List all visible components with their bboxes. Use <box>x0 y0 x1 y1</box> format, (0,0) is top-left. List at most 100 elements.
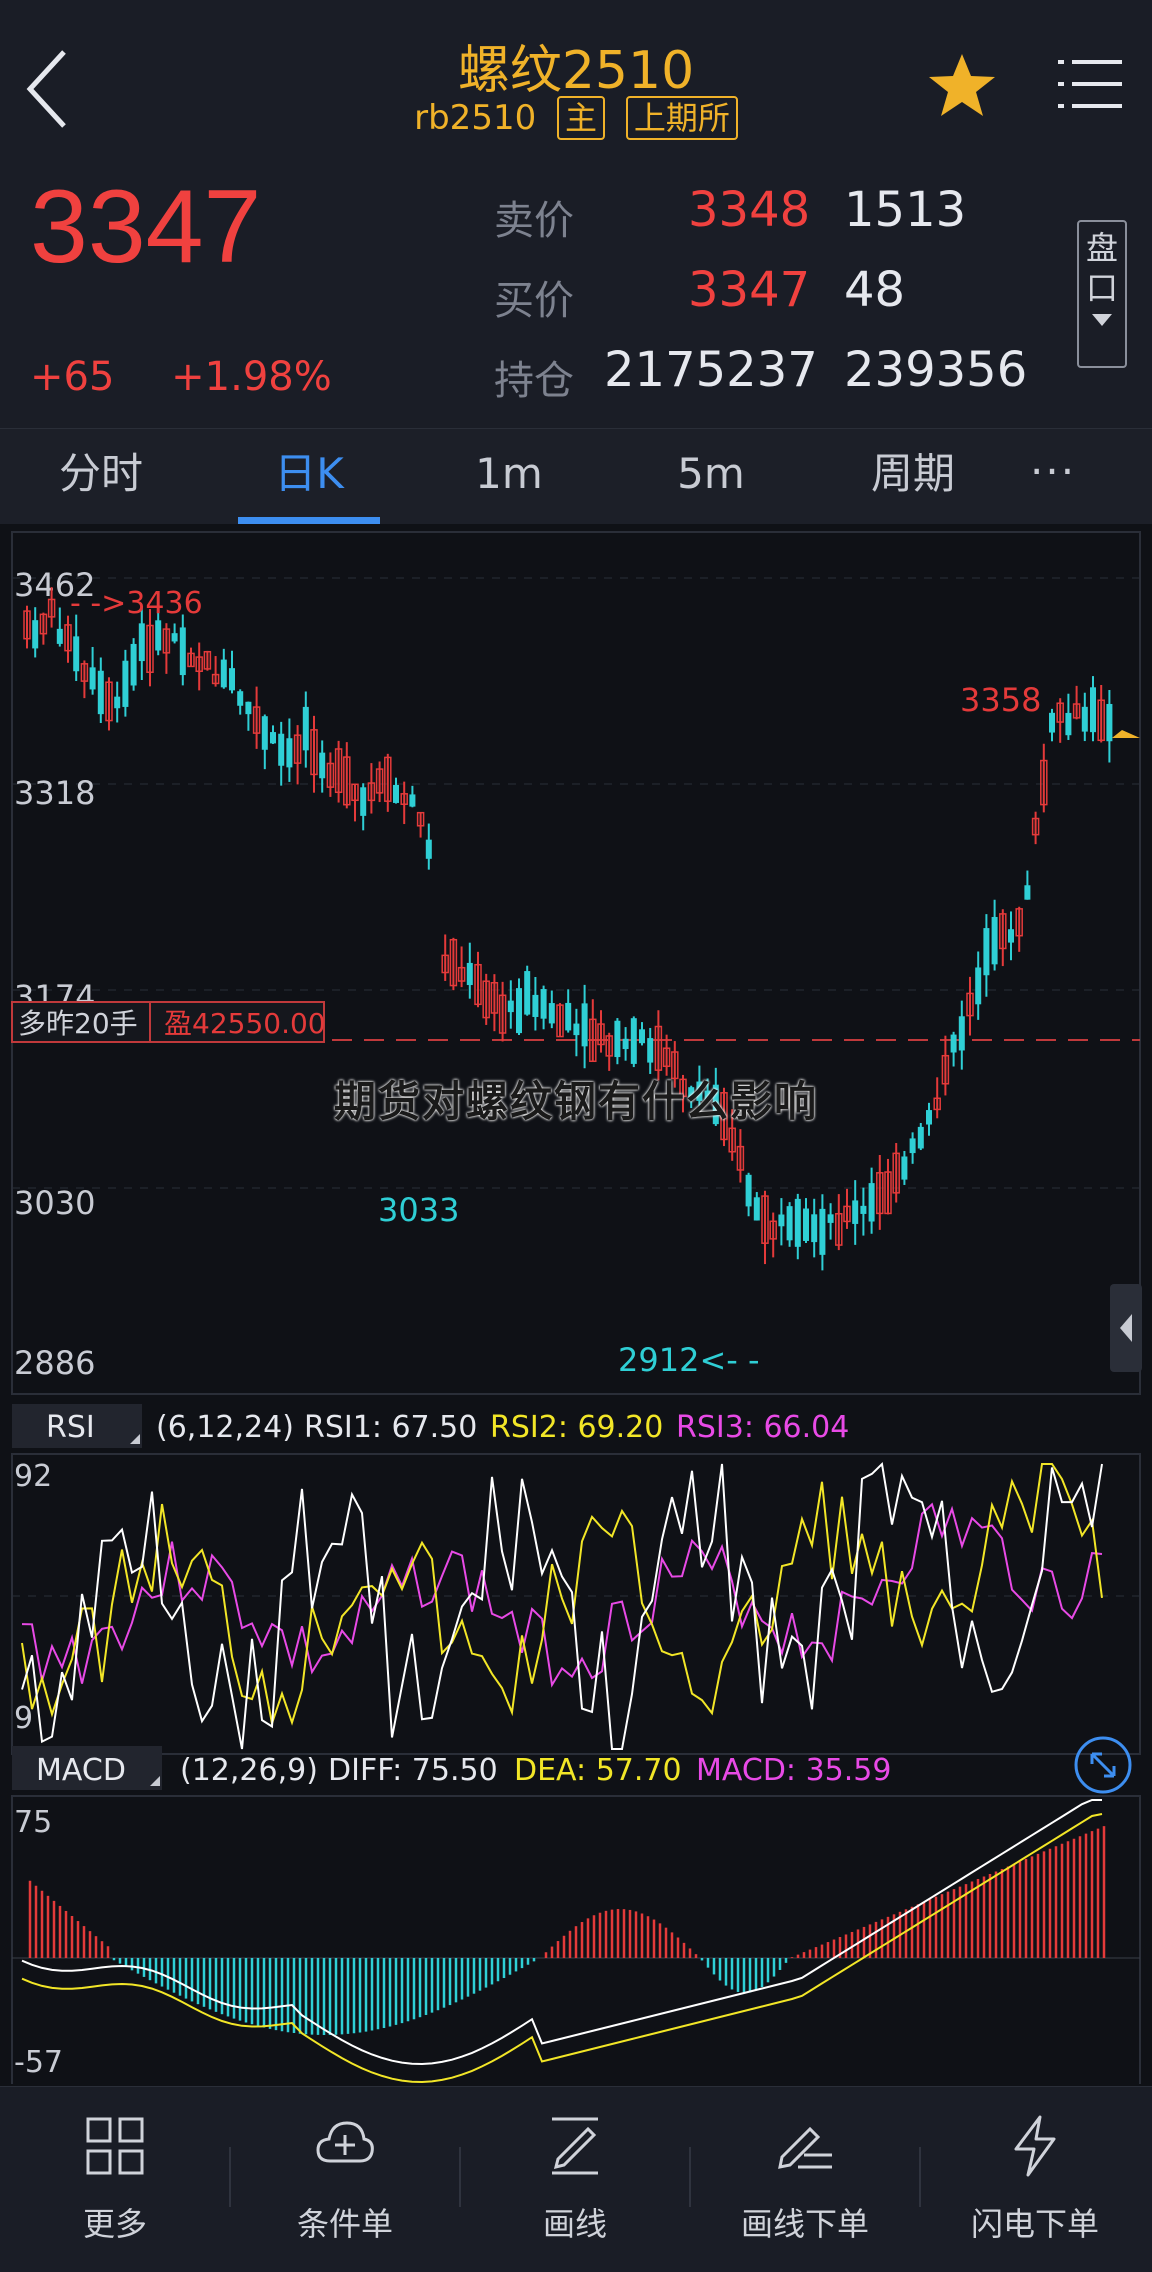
candle-body-up <box>293 734 302 764</box>
rsi-selector[interactable] <box>12 1404 142 1448</box>
macd-y-bottom: -57 <box>14 2045 63 2080</box>
more-tabs-icon[interactable]: ··· <box>1030 447 1077 496</box>
watermark-title: 期货对螺纹钢有什么影响 <box>333 1077 818 1126</box>
candle-body-up <box>482 980 490 1019</box>
candle-body-down <box>138 623 145 662</box>
favorite-star-icon[interactable] <box>926 50 998 122</box>
candle-body-up <box>843 1205 851 1223</box>
candle-body-up <box>343 756 351 806</box>
candle-body-down <box>704 1090 711 1100</box>
candle-body-up <box>769 1220 777 1240</box>
candle-body-down <box>1024 885 1031 900</box>
candle-body-up <box>195 656 203 672</box>
candle-body-down <box>950 1034 957 1053</box>
tab-1m[interactable]: 1m <box>475 449 543 498</box>
candle-body-down <box>425 839 432 859</box>
candle-body-down <box>237 691 244 706</box>
candle-body-up <box>326 762 335 788</box>
candle-body-down <box>56 628 63 644</box>
candle-body-down <box>540 989 547 1019</box>
candle-body-up <box>589 1018 597 1063</box>
candle-body-up <box>23 610 31 640</box>
candle-body-down <box>983 928 990 976</box>
nav-draw-order[interactable]: 画线下单 <box>690 2087 920 2272</box>
nav-more[interactable]: 更多 <box>0 2087 230 2272</box>
candle-body-up <box>966 992 974 1017</box>
candle-body-down <box>647 1038 654 1063</box>
candle-body-up <box>1056 702 1064 723</box>
candle-body-down <box>73 636 80 672</box>
candle-body-up <box>884 1171 892 1215</box>
candle-body-down <box>130 643 137 686</box>
candle-body-down <box>991 916 998 965</box>
expand-icon[interactable] <box>1074 1736 1132 1794</box>
nav-more-label: 更多 <box>82 2205 147 2243</box>
candle-body-up <box>384 756 392 802</box>
macd-selector-corner-icon <box>150 1776 160 1786</box>
candle-body-down <box>753 1197 760 1221</box>
candle-body-up <box>1097 699 1105 742</box>
candle-body-up <box>736 1145 745 1171</box>
rsi1-line <box>21 1461 1103 1750</box>
quote-panel: 3347 +65 +1.98% 卖价 3348 1513 买价 3347 48 … <box>0 168 1152 428</box>
local-low-label: 3033 <box>378 1191 459 1229</box>
candle-body-down <box>220 659 227 688</box>
candle-body-up <box>1015 908 1023 937</box>
rsi3-value: RSI3: 66.04 <box>676 1410 849 1445</box>
candle-body-up <box>720 1092 728 1141</box>
candle-body-down <box>302 706 309 751</box>
candle-body-down <box>524 971 531 1015</box>
tab-timeshare[interactable]: 分时 <box>58 449 143 498</box>
rsi3-line <box>21 1502 1103 1688</box>
kline-svg[interactable]: 3462 3318 3174 3030 2886 - ->3436 3358 3… <box>0 524 1152 2084</box>
candle-body-down <box>819 1208 826 1255</box>
candle-body-up <box>835 1213 843 1246</box>
candle-body-down <box>1106 703 1113 742</box>
chart-area[interactable]: 3462 3318 3174 3030 2886 - ->3436 3358 3… <box>0 524 1152 2084</box>
bid-price: 3347 <box>688 262 811 318</box>
nav-conditional-order[interactable]: 条件单 <box>230 2087 460 2272</box>
candle-body-down <box>114 696 121 709</box>
nav-draw-line[interactable]: 画线 <box>460 2087 690 2272</box>
side-arrow-icon <box>1120 1314 1132 1342</box>
candle-body-up <box>892 1152 900 1194</box>
candle-body-down <box>581 1003 588 1047</box>
nav-divider <box>459 2147 461 2207</box>
back-arrow-icon[interactable] <box>22 44 82 134</box>
pen-line-icon <box>552 2117 598 2175</box>
candles-group <box>23 587 1113 1271</box>
candle-body-up <box>310 729 318 776</box>
candle-body-up <box>679 1078 687 1098</box>
y-label-4: 3030 <box>14 1184 95 1222</box>
candle-body-down <box>1049 712 1055 733</box>
candle-body-down <box>97 670 104 715</box>
candle-body-up <box>334 748 343 794</box>
dropdown-triangle-icon <box>1092 314 1112 326</box>
candle-body-down <box>794 1198 801 1247</box>
menu-list-icon[interactable] <box>1058 56 1122 112</box>
candle-body-down <box>1081 706 1088 732</box>
candle-body-up <box>400 793 408 805</box>
candle-body-up <box>761 1195 769 1244</box>
candle-body-up <box>351 783 359 802</box>
candle-body-down <box>89 667 96 690</box>
nav-conditional-label: 条件单 <box>296 2205 393 2243</box>
tab-daily-k[interactable]: 日K <box>208 429 410 525</box>
candle-body-up <box>1031 817 1040 836</box>
ask-volume: 1513 <box>844 182 967 238</box>
open-interest-change: 239356 <box>844 342 1028 398</box>
rsi-y-top: 92 <box>14 1459 52 1494</box>
candle-body-up <box>441 954 449 974</box>
candle-body-down <box>827 1214 834 1223</box>
macd-bars-lines <box>21 1799 1106 2084</box>
tab-5m[interactable]: 5m <box>677 449 745 498</box>
candle-body-up <box>162 628 171 654</box>
macd-selector[interactable] <box>12 1746 162 1790</box>
order-book-toggle[interactable]: 盘口 <box>1077 220 1127 368</box>
tab-period[interactable]: 周期 <box>870 449 955 498</box>
open-interest: 2175237 <box>604 342 818 398</box>
nav-flash-order[interactable]: 闪电下单 <box>920 2087 1150 2272</box>
y-label-bottom: 2886 <box>14 1344 95 1382</box>
candle-body-down <box>1090 687 1096 733</box>
candle-body-down <box>860 1205 867 1214</box>
